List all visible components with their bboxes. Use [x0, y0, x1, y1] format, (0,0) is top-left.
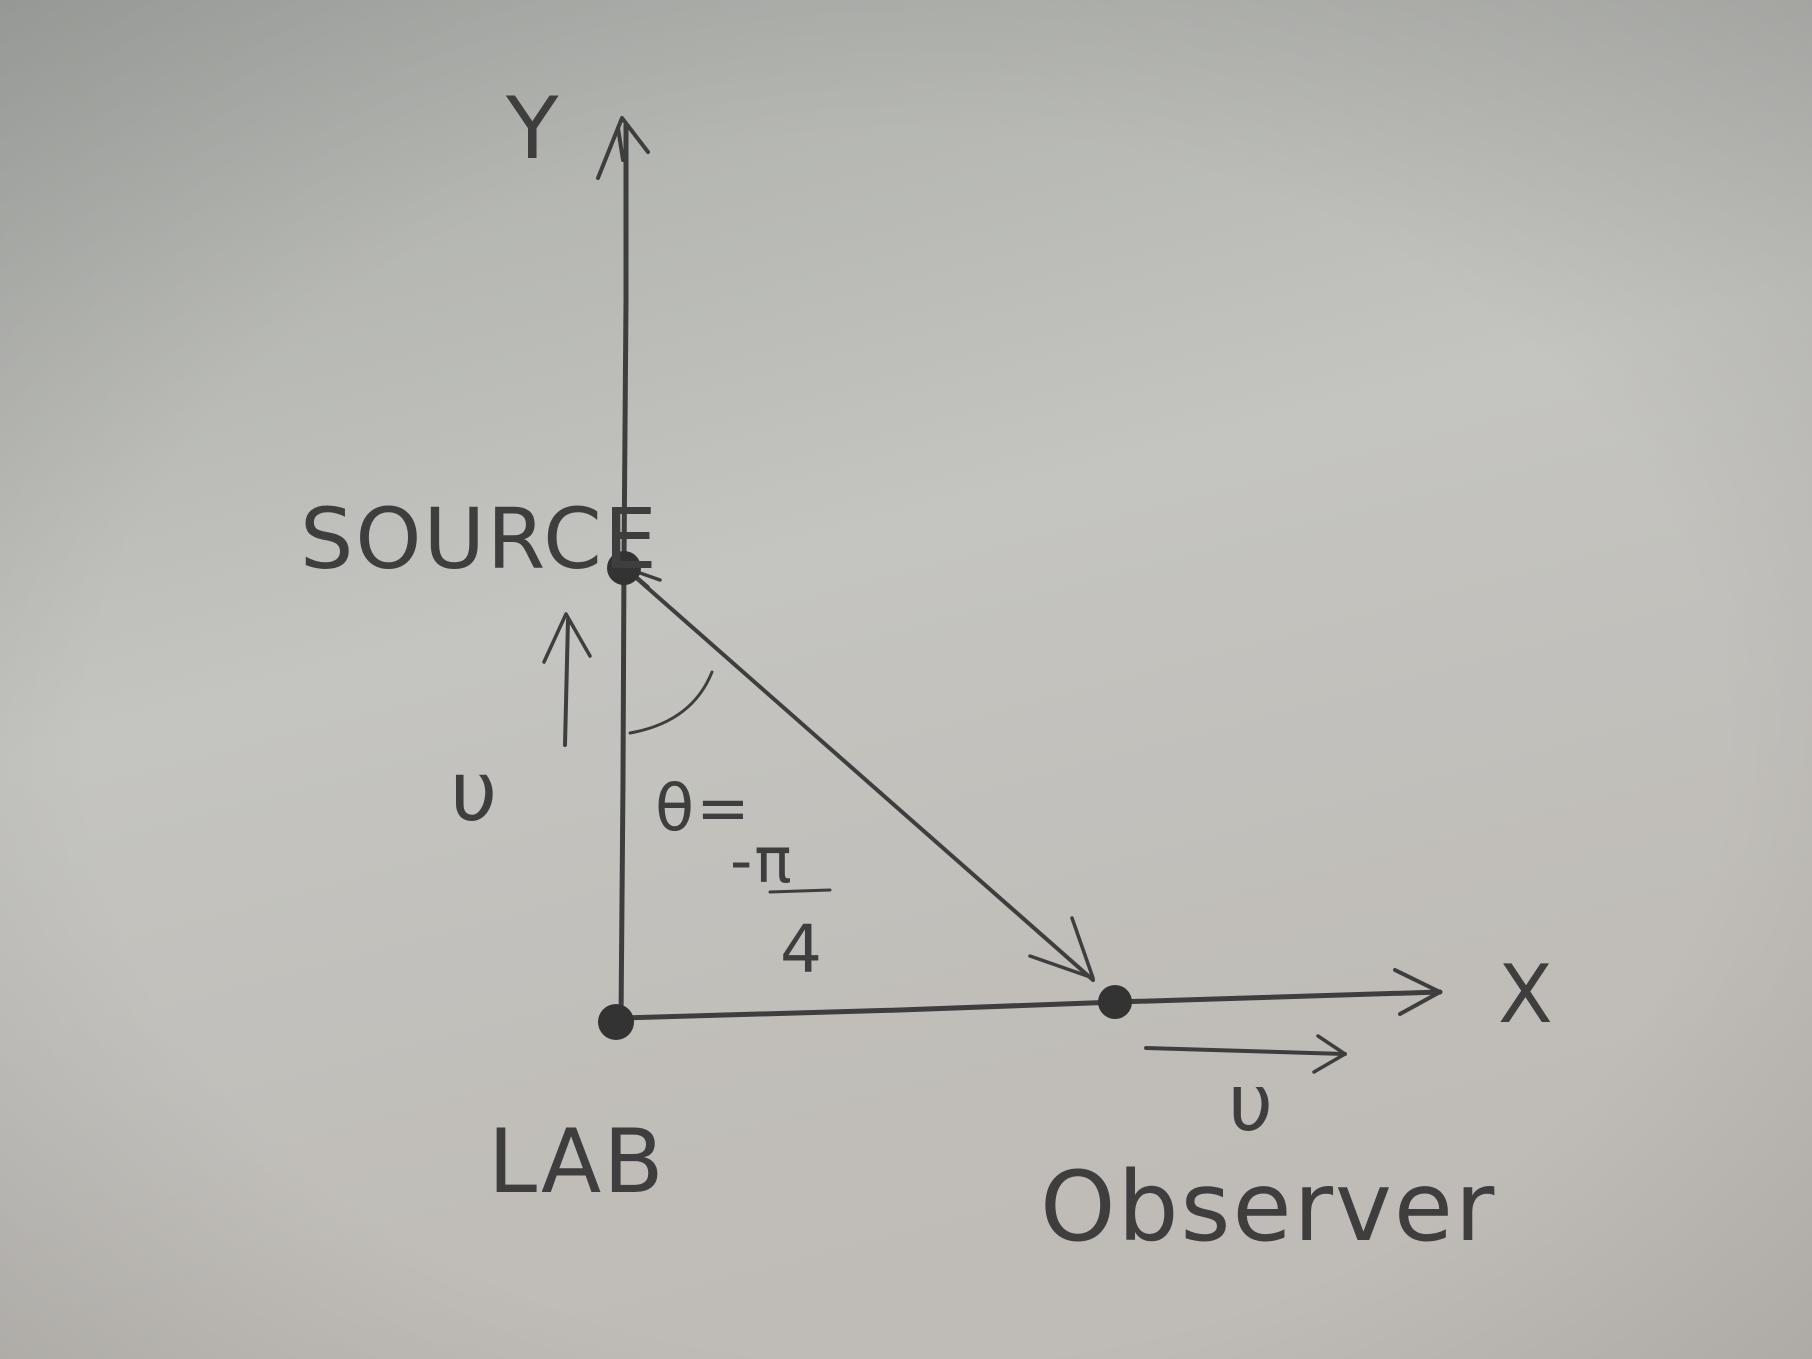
- lab-point: [598, 1004, 634, 1040]
- angle-symbol: θ=: [655, 772, 752, 846]
- y-axis-label: Y: [505, 79, 561, 179]
- observer-label: Observer: [1040, 1151, 1496, 1263]
- source-point: [607, 551, 641, 585]
- angle-arc: [628, 670, 714, 735]
- line-arrowhead-near-observer: [1028, 916, 1095, 980]
- angle-denominator: 4: [780, 911, 824, 988]
- x-axis: [618, 968, 1443, 1021]
- x-axis-arrowhead: [1393, 968, 1442, 1016]
- observer-point: [1098, 985, 1132, 1019]
- source-velocity-label: υ: [450, 745, 499, 840]
- observer-velocity-label: υ: [1228, 1059, 1275, 1149]
- source-velocity-arrow: [542, 612, 592, 747]
- x-axis-label: X: [1498, 948, 1555, 1041]
- angle-fraction-bar: [768, 888, 832, 894]
- angle-numerator: -π: [730, 824, 794, 897]
- source-label: SOURCE: [300, 490, 659, 588]
- y-axis-arrowhead: [596, 116, 650, 180]
- lab-label: LAB: [488, 1110, 666, 1213]
- observer-velocity-arrow: [1144, 1034, 1347, 1074]
